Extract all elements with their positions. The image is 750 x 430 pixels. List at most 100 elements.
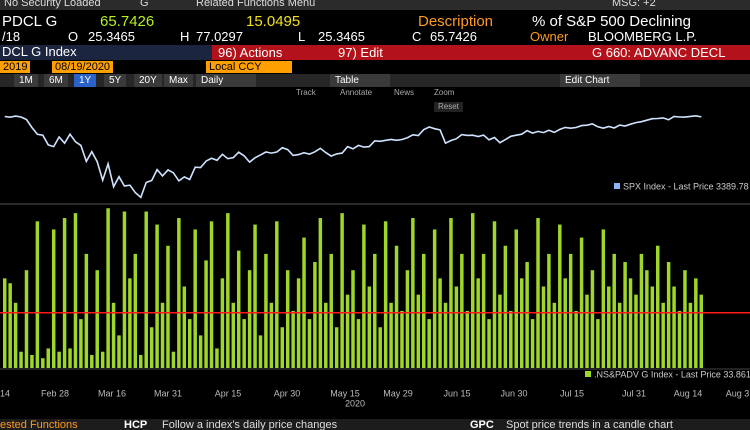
edit[interactable]: 97) Edit (338, 45, 383, 60)
bar (601, 229, 606, 368)
period-button[interactable]: 5Y (104, 74, 127, 87)
bar (400, 310, 404, 368)
ohlc-open: 25.3465 (88, 29, 135, 44)
bar (68, 348, 72, 368)
bar (422, 253, 426, 368)
actions[interactable]: 96) Actions (218, 45, 283, 60)
security[interactable]: No Security Loaded (4, 0, 101, 9)
bar (585, 294, 589, 368)
x-tick-label: Mar 16 (98, 388, 126, 398)
x-year: 2020 (345, 398, 365, 408)
edit-chart[interactable]: Edit Chart (560, 74, 640, 87)
frequency[interactable]: Daily (196, 74, 256, 87)
bar (133, 253, 138, 368)
ticker: PDCL G (2, 13, 58, 30)
period-button[interactable]: 1Y (74, 74, 97, 87)
table[interactable]: Table (330, 74, 390, 87)
bar (340, 213, 344, 368)
ohlc-owner: BLOOMBERG L.P. (588, 29, 697, 44)
bar (656, 245, 660, 368)
bar (443, 302, 448, 368)
bar (688, 302, 693, 368)
bar (530, 319, 535, 368)
legend: SPX Index - Last Price 3389.78 (623, 181, 749, 191)
bar (106, 208, 110, 368)
bar (607, 286, 611, 368)
bar (231, 302, 236, 368)
x-tick-label: May 15 (330, 388, 360, 398)
bar (95, 270, 99, 368)
related[interactable]: Related Functions Menu (196, 0, 316, 9)
bar (650, 286, 655, 368)
code2[interactable]: GPC (470, 419, 494, 430)
bar (634, 294, 638, 368)
bar (612, 253, 616, 368)
bar (204, 260, 208, 368)
ohlc-high: 77.0297 (196, 29, 243, 44)
bar (454, 286, 459, 368)
bar (541, 286, 546, 368)
period-button[interactable]: Max (164, 74, 193, 87)
bar (470, 213, 475, 368)
bar (617, 302, 622, 368)
x-tick-label: Aug 14 (674, 388, 703, 398)
bar (438, 278, 442, 368)
ohlc-date: /18 (2, 29, 21, 44)
bar (275, 221, 279, 368)
range-start[interactable]: 2019 (0, 61, 31, 73)
bar (182, 286, 187, 368)
bar (563, 278, 567, 368)
bar (122, 211, 127, 368)
bar (128, 278, 132, 368)
track[interactable]: Track (296, 88, 316, 97)
news[interactable]: News (394, 88, 415, 97)
bar (596, 319, 600, 368)
bar (100, 351, 105, 368)
ohlc-owner_label: Owner (530, 29, 569, 44)
reset[interactable]: Reset (434, 102, 463, 112)
index: DCL G Index (0, 45, 212, 60)
x-tick-label: Jul 31 (622, 388, 646, 398)
bar (590, 270, 595, 368)
bar (215, 348, 219, 368)
bar (19, 351, 23, 368)
period-button[interactable]: 6M (44, 74, 68, 87)
bar (460, 253, 464, 368)
menu[interactable]: G (140, 0, 149, 9)
desc1: Follow a index's daily price changes (162, 419, 338, 430)
bar (345, 294, 350, 368)
range-end[interactable]: 08/19/2020 (52, 61, 114, 73)
zoom[interactable]: Zoom (434, 88, 455, 97)
bar (677, 310, 682, 368)
x-tick-label: Aug 31 (726, 388, 750, 398)
bar (579, 237, 584, 368)
currency[interactable]: Local CCY (206, 61, 292, 73)
x-tick-label: May 29 (383, 388, 413, 398)
bar (73, 213, 78, 368)
bar (35, 221, 40, 368)
period-button[interactable]: 20Y (134, 74, 162, 87)
x-tick-label: Apr 30 (274, 388, 301, 398)
bar (46, 348, 50, 368)
bar (296, 278, 301, 368)
bar (639, 253, 644, 368)
bar (672, 286, 676, 368)
period-button[interactable]: 1M (14, 74, 38, 87)
ohlc-low: 25.3465 (318, 29, 365, 44)
bar (177, 218, 181, 368)
annotate[interactable]: Annotate (340, 88, 373, 97)
bar (258, 335, 263, 368)
ohlc-low_label: L (298, 29, 306, 44)
bar (481, 253, 486, 368)
legend-swatch (585, 371, 591, 377)
bar (236, 250, 241, 368)
ohlc-close: 65.7426 (430, 29, 477, 44)
code1[interactable]: HCP (124, 419, 148, 430)
bar (155, 224, 159, 368)
bar (242, 319, 246, 368)
chart: SPX Index - Last Price 3389.78 .NS&PADV G… (0, 114, 750, 408)
bar (8, 283, 12, 368)
x-tick-label: Jun 15 (443, 388, 470, 398)
bar (432, 229, 437, 368)
msg[interactable]: MSG: +2 (612, 0, 656, 9)
